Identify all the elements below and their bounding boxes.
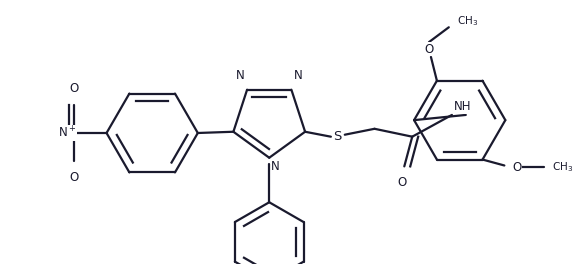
Text: O: O xyxy=(425,43,434,56)
Text: N$^+$: N$^+$ xyxy=(58,125,77,141)
Text: CH$_3$: CH$_3$ xyxy=(552,161,573,174)
Text: N: N xyxy=(293,69,302,82)
Text: O: O xyxy=(398,176,407,189)
Text: O: O xyxy=(512,161,521,174)
Text: NH: NH xyxy=(454,100,472,113)
Text: O: O xyxy=(69,171,78,184)
Text: N: N xyxy=(271,160,280,173)
Text: N: N xyxy=(236,69,245,82)
Text: S: S xyxy=(333,130,341,143)
Text: O: O xyxy=(69,82,78,95)
Text: CH$_3$: CH$_3$ xyxy=(456,14,478,28)
